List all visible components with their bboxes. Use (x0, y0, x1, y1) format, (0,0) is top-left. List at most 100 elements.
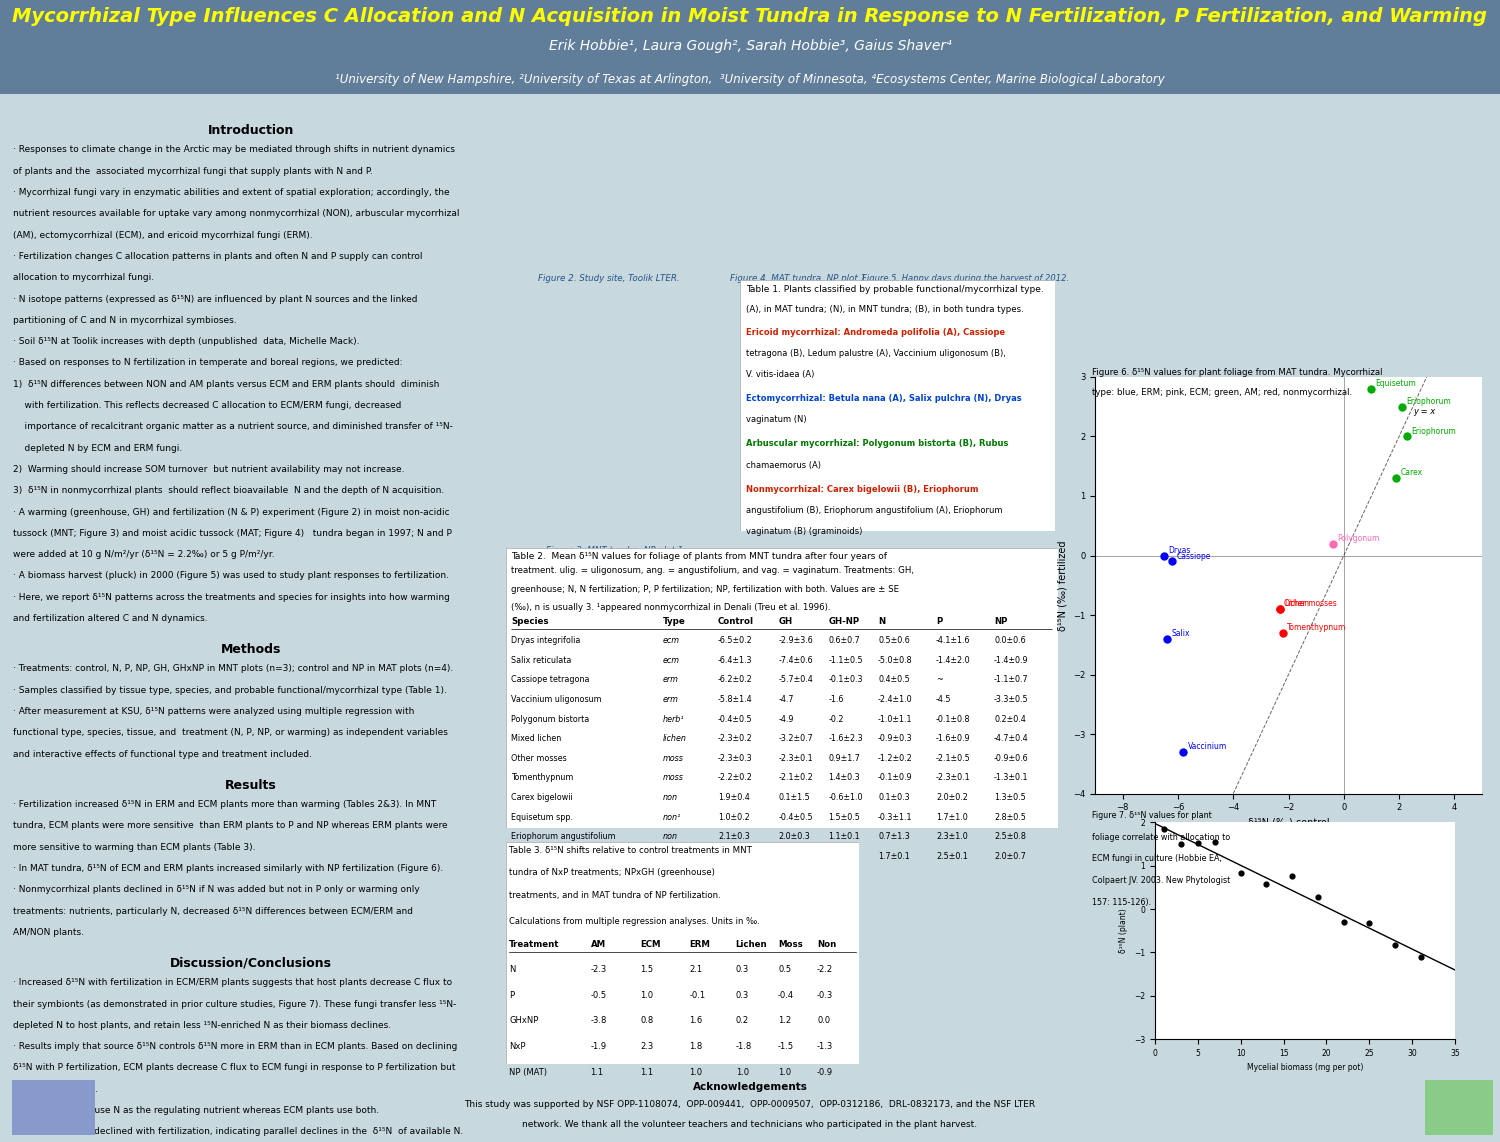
Text: 0.3: 0.3 (735, 991, 748, 1000)
Text: Eriophorum angustifolium: Eriophorum angustifolium (512, 833, 615, 842)
Text: NP: NP (994, 617, 1008, 626)
Text: Table 3. δ¹⁵N shifts relative to control treatments in MNT: Table 3. δ¹⁵N shifts relative to control… (509, 846, 752, 855)
Text: -4.7: -4.7 (778, 695, 794, 705)
Text: 1.1±0.9: 1.1±0.9 (778, 852, 810, 861)
Text: -6.2±0.2: -6.2±0.2 (718, 675, 753, 684)
Text: 0.0: 0.0 (818, 1016, 830, 1026)
Text: Eriophorum: Eriophorum (1412, 427, 1456, 435)
Text: 1.1±0.1: 1.1±0.1 (828, 833, 860, 842)
Text: 1.0: 1.0 (778, 1068, 790, 1077)
Text: Moss: Tomenthypnum (N), Sphagnum (A), "other moss"(B): Moss: Tomenthypnum (N), Sphagnum (A), "o… (746, 552, 992, 560)
Text: 1.0: 1.0 (690, 1068, 702, 1077)
Text: erm: erm (663, 675, 678, 684)
Text: -1.4±0.9: -1.4±0.9 (994, 656, 1029, 665)
Text: 2.3±1.0: 2.3±1.0 (936, 833, 968, 842)
Text: This study was supported by NSF OPP-1108074,  OPP-009441,  OPP-0009507,  OPP-031: This study was supported by NSF OPP-1108… (465, 1100, 1035, 1109)
Text: Mixed lichen: Mixed lichen (512, 734, 561, 743)
Point (1268, 600, 1292, 618)
Text: 0.0±0.6: 0.0±0.6 (994, 636, 1026, 645)
Text: (‰), n is usually 3. ¹appeared nonmycorrhizal in Denali (Treu et al. 1996).: (‰), n is usually 3. ¹appeared nonmycorr… (512, 603, 831, 612)
Point (1268, 600, 1292, 618)
Text: -2.1±0.5: -2.1±0.5 (936, 754, 970, 763)
Text: AM: AM (591, 940, 606, 949)
Text: 0.9±1.7: 0.9±1.7 (828, 754, 861, 763)
Text: -2.9±3.6: -2.9±3.6 (778, 636, 813, 645)
Point (1186, 835, 1210, 853)
Text: Methods: Methods (220, 643, 282, 657)
Text: Figure 7. δ¹⁵N values for plant: Figure 7. δ¹⁵N values for plant (1092, 811, 1212, 820)
Text: · Graminoid δ¹⁵N  declined with fertilization, indicating parallel declines in t: · Graminoid δ¹⁵N declined with fertiliza… (13, 1127, 464, 1136)
Point (1280, 867, 1304, 885)
Text: treatments: nutrients, particularly N, decreased δ¹⁵N differences between ECM/ER: treatments: nutrients, particularly N, d… (13, 907, 414, 916)
Text: non¹: non¹ (663, 813, 681, 821)
Text: tussock (MNT; Figure 3) and moist acidic tussock (MAT; Figure 4)   tundra began : tussock (MNT; Figure 3) and moist acidic… (13, 529, 452, 538)
Text: Equisetum spp.: Equisetum spp. (512, 813, 573, 821)
Point (1152, 820, 1176, 838)
Text: 2.8±0.5: 2.8±0.5 (994, 813, 1026, 821)
Text: allocation to mycorrhizal fungi.: allocation to mycorrhizal fungi. (13, 273, 154, 282)
Text: greenhouse; N, N fertilization; P, P fertilization; NP, fertilization with both.: greenhouse; N, N fertilization; P, P fer… (512, 585, 898, 594)
Text: were added at 10 g N/m²/yr (δ¹⁵N = 2.2‰) or 5 g P/m²/yr.: were added at 10 g N/m²/yr (δ¹⁵N = 2.2‰)… (13, 550, 274, 560)
Text: non: non (663, 793, 678, 802)
Text: of plants and the  associated mycorrhizal fungi that supply plants with N and P.: of plants and the associated mycorrhizal… (13, 167, 374, 176)
Text: Vaccinium: Vaccinium (1188, 742, 1227, 751)
Text: 1.7±0.1: 1.7±0.1 (878, 852, 910, 861)
Text: NxP: NxP (509, 1042, 525, 1051)
Text: NP (MAT): NP (MAT) (509, 1068, 548, 1077)
Point (1306, 887, 1330, 906)
Text: 1.5: 1.5 (640, 965, 652, 974)
Text: non: non (663, 833, 678, 842)
Point (1168, 835, 1192, 853)
Text: and interactive effects of functional type and treatment included.: and interactive effects of functional ty… (13, 749, 312, 758)
Text: -5.8±1.4: -5.8±1.4 (718, 695, 753, 705)
Text: · Samples classified by tissue type, species, and probable functional/mycorrhiza: · Samples classified by tissue type, spe… (13, 685, 447, 694)
Text: -4.7±0.4: -4.7±0.4 (994, 734, 1029, 743)
Text: 1)  δ¹⁵N differences between NON and AM plants versus ECM and ERM plants should : 1) δ¹⁵N differences between NON and AM p… (13, 380, 439, 388)
Text: 1.1: 1.1 (640, 1068, 652, 1077)
Text: partitioning of C and N in mycorrhizal symbioses.: partitioning of C and N in mycorrhizal s… (13, 316, 237, 324)
Text: · Responses to climate change in the Arctic may be mediated through shifts in nu: · Responses to climate change in the Arc… (13, 145, 456, 154)
Y-axis label: δ¹⁵N (plant): δ¹⁵N (plant) (1119, 908, 1128, 954)
Text: 1.6: 1.6 (690, 1016, 703, 1026)
Text: N: N (509, 965, 516, 974)
Text: 1.0: 1.0 (735, 1068, 748, 1077)
Text: -0.1±0.8: -0.1±0.8 (936, 715, 970, 724)
Text: -0.1: -0.1 (690, 991, 705, 1000)
Y-axis label: δ¹⁵N (‰) fertilized: δ¹⁵N (‰) fertilized (1058, 540, 1068, 630)
Text: -5.7±0.4: -5.7±0.4 (778, 675, 813, 684)
Point (1155, 629, 1179, 648)
Text: 2.0±0.3: 2.0±0.3 (778, 833, 810, 842)
Text: Species: Species (512, 617, 549, 626)
Text: 0.8±0.5: 0.8±0.5 (828, 852, 860, 861)
Text: -2.3±0.1: -2.3±0.1 (936, 773, 970, 782)
Text: -0.4±0.5: -0.4±0.5 (718, 715, 753, 724)
Text: tetragona (B), Ledum palustre (A), Vaccinium uligonosum (B),: tetragona (B), Ledum palustre (A), Vacci… (746, 349, 1005, 357)
Text: · Fertilization increased δ¹⁵N in ERM and ECM plants more than warming (Tables 2: · Fertilization increased δ¹⁵N in ERM an… (13, 801, 436, 809)
Text: -1.4±2.0: -1.4±2.0 (936, 656, 970, 665)
Text: · Mycorrhizal fungi vary in enzymatic abilities and extent of spatial exploratio: · Mycorrhizal fungi vary in enzymatic ab… (13, 188, 450, 198)
Text: Calculations from multiple regression analyses. Units in ‰.: Calculations from multiple regression an… (509, 917, 760, 926)
Text: -4.9: -4.9 (778, 715, 794, 724)
Text: -1.1±0.7: -1.1±0.7 (994, 675, 1029, 684)
Text: Salix reticulata: Salix reticulata (512, 656, 572, 665)
Text: 0.5: 0.5 (778, 965, 790, 974)
Text: Control: Control (718, 617, 754, 626)
Text: Arbuscular mycorrhizal: Polygonum bistorta (B), Rubus: Arbuscular mycorrhizal: Polygonum bistor… (746, 440, 1008, 449)
Text: -6.4±1.3: -6.4±1.3 (718, 656, 753, 665)
Text: tundra, ECM plants were more sensitive  than ERM plants to P and NP whereas ERM : tundra, ECM plants were more sensitive t… (13, 821, 448, 830)
Text: Other mosses: Other mosses (512, 754, 567, 763)
Text: Type: Type (663, 617, 686, 626)
Text: -1.1±0.5: -1.1±0.5 (828, 656, 862, 665)
Point (1228, 863, 1252, 882)
Text: their symbionts (as demonstrated in prior culture studies, Figure 7). These fung: their symbionts (as demonstrated in prio… (13, 999, 456, 1008)
Text: ECM: ECM (640, 940, 660, 949)
Point (1358, 914, 1382, 932)
Text: 0.3: 0.3 (735, 965, 748, 974)
Text: nutrient resources available for uptake vary among nonmycorrhizal (NON), arbuscu: nutrient resources available for uptake … (13, 209, 460, 218)
Text: Nonmycorrhizal: Carex bigelowii (B), Eriophorum: Nonmycorrhizal: Carex bigelowii (B), Eri… (746, 484, 978, 493)
Text: depleted N by ECM and ERM fungi.: depleted N by ECM and ERM fungi. (13, 443, 183, 452)
Text: Non: Non (818, 940, 837, 949)
Text: Tomenthypnum: Tomenthypnum (1287, 624, 1347, 633)
Text: (A), in MAT tundra; (N), in MNT tundra; (B), in both tundra types.: (A), in MAT tundra; (N), in MNT tundra; … (746, 305, 1023, 314)
Text: vaginatum (B) (graminoids): vaginatum (B) (graminoids) (746, 528, 862, 537)
